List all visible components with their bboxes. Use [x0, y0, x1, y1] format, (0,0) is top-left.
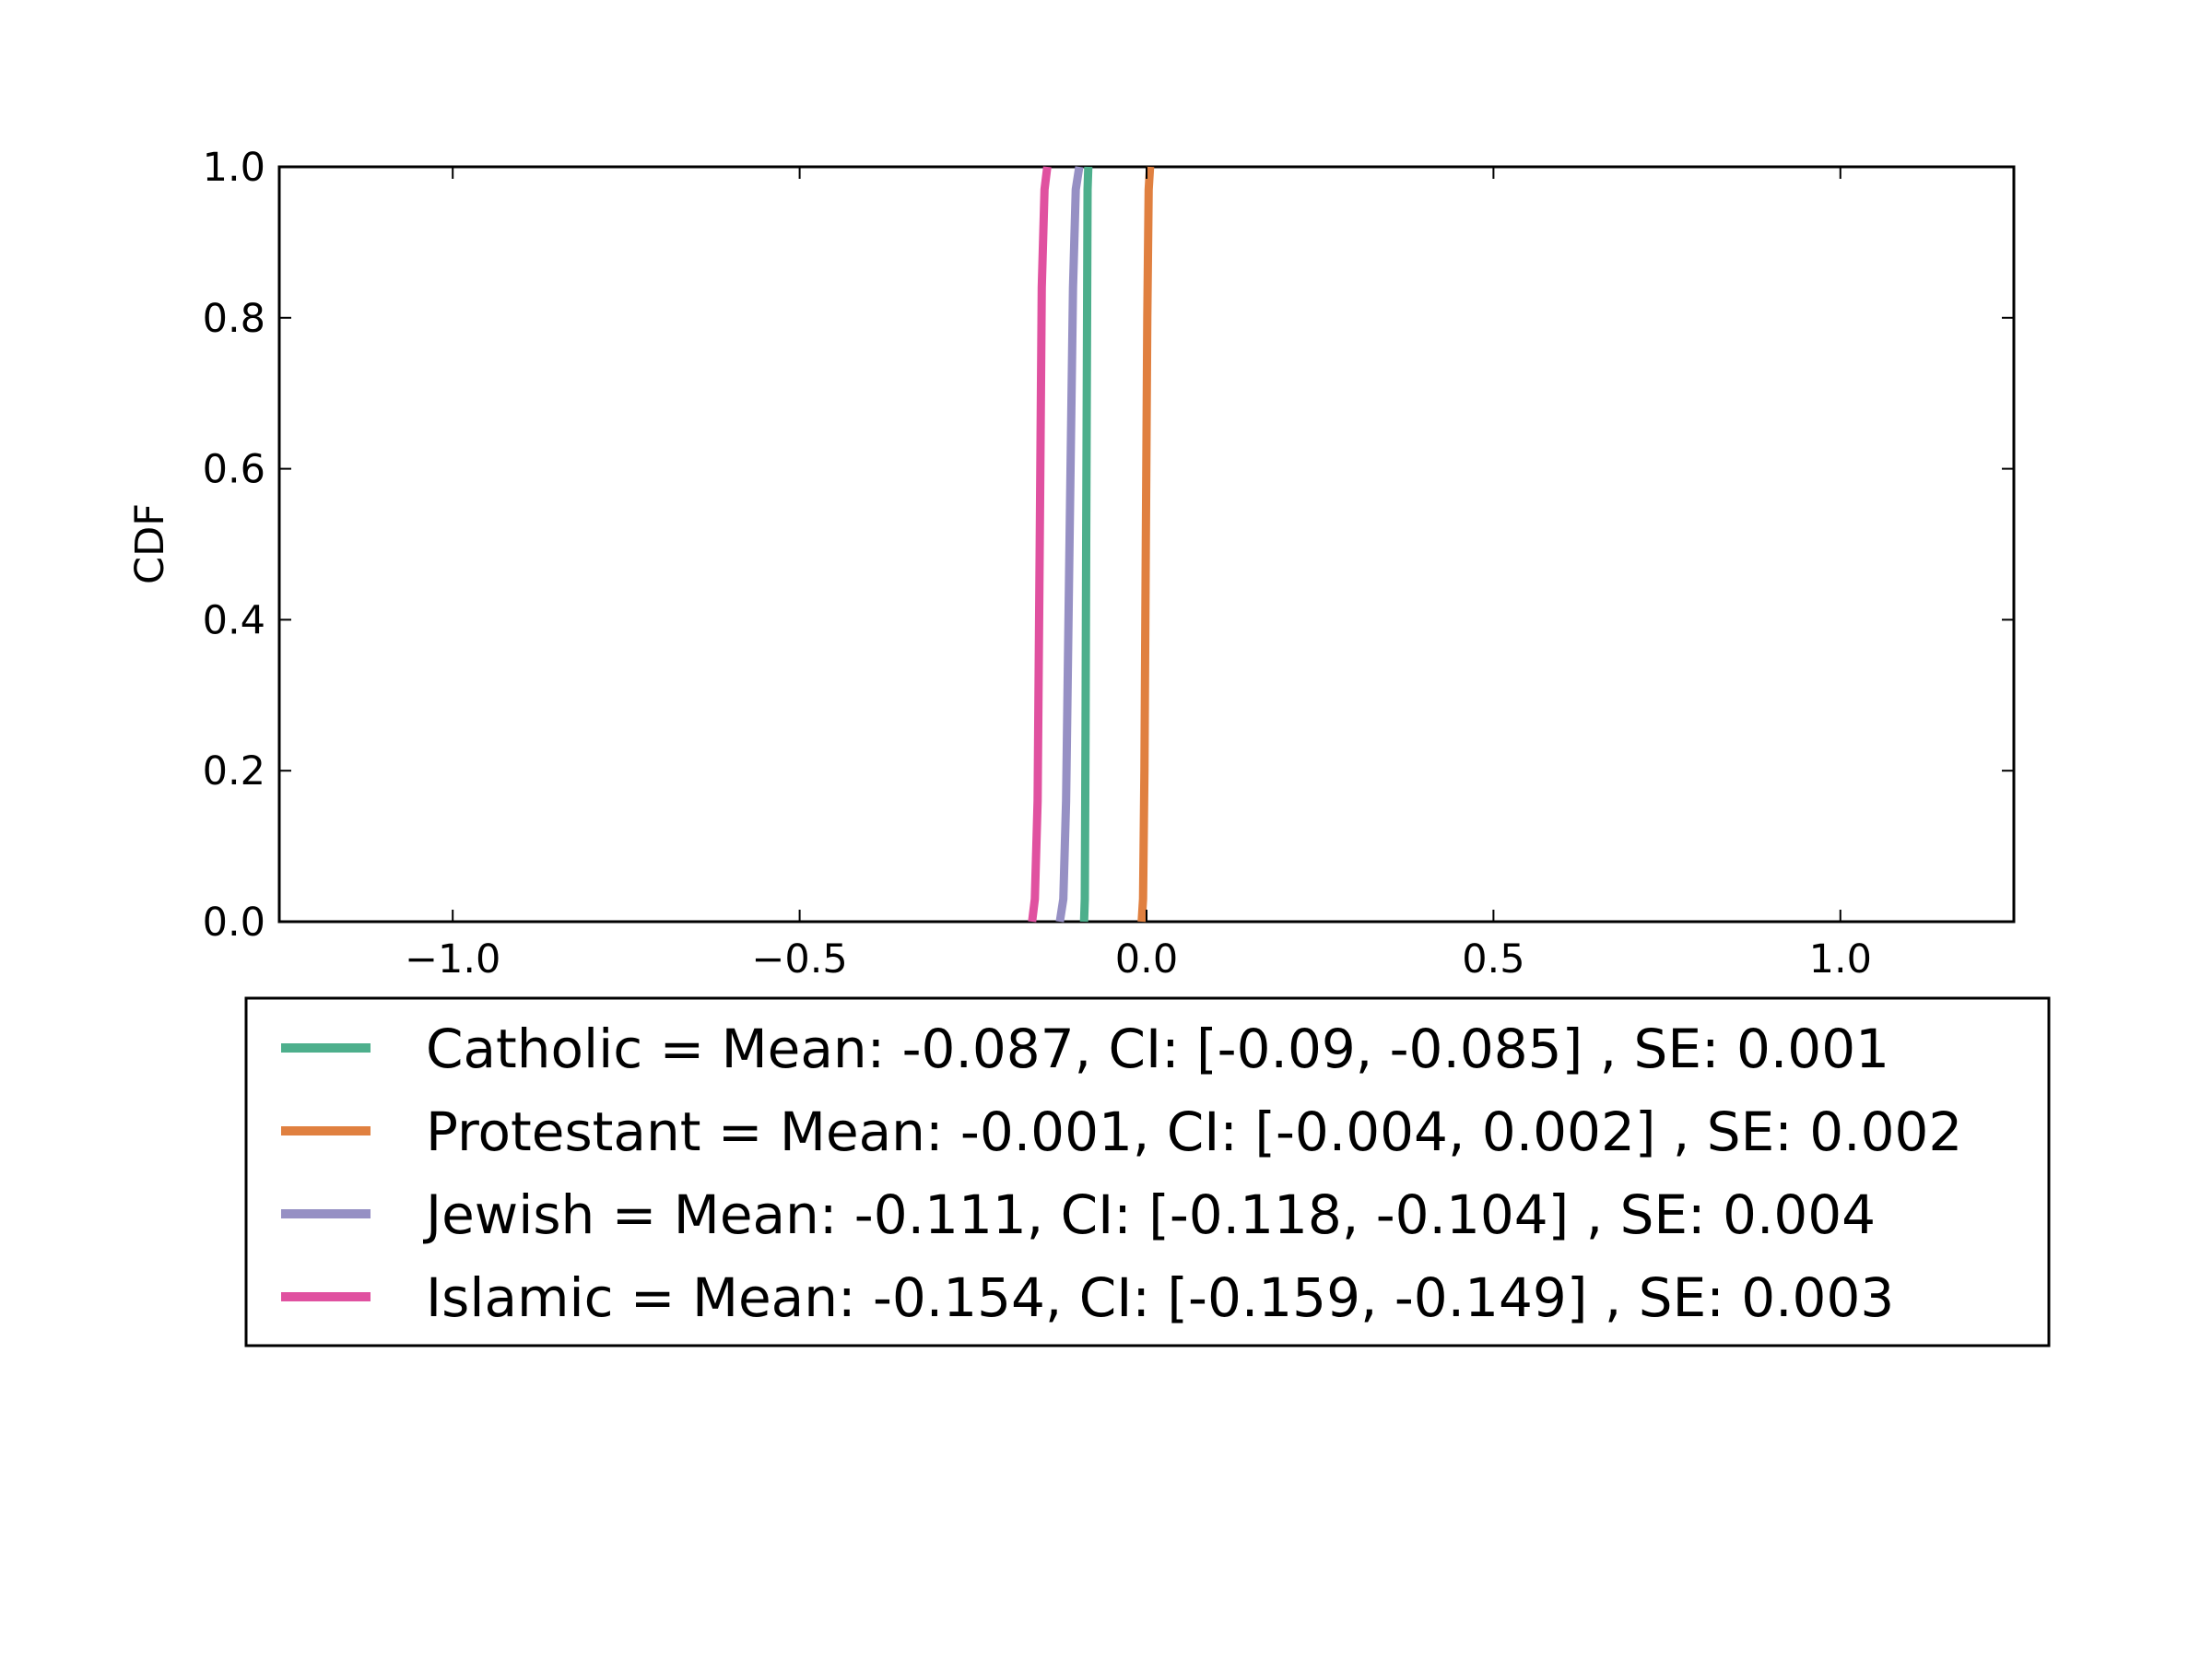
y-tick-label: 1.0: [203, 145, 265, 191]
y-tick-label: 0.2: [203, 748, 265, 794]
y-tick-label: 0.0: [203, 900, 265, 946]
legend-label-catholic: Catholic = Mean: -0.087, CI: [-0.09, -0.…: [426, 1018, 1889, 1080]
series-line-catholic: [1079, 166, 1093, 923]
legend-label-islamic: Islamic = Mean: -0.154, CI: [-0.159, -0.…: [426, 1266, 1894, 1329]
legend: Catholic = Mean: -0.087, CI: [-0.09, -0.…: [244, 996, 2051, 1347]
x-tick-label: 1.0: [1809, 936, 1872, 982]
legend-label-protestant: Protestant = Mean: -0.001, CI: [-0.004, …: [426, 1100, 1962, 1163]
x-tick-label: −1.0: [405, 936, 500, 982]
legend-entries: Catholic = Mean: -0.087, CI: [-0.09, -0.…: [281, 1018, 1962, 1329]
series-lines: [1028, 166, 1155, 923]
y-tick-label: 0.4: [203, 597, 265, 643]
x-axis: −1.0 −0.5 0.0 0.5 1.0: [405, 167, 1872, 982]
series-line-protestant: [1137, 166, 1155, 923]
y-axis-label: CDF: [127, 503, 173, 584]
x-tick-label: 0.0: [1115, 936, 1178, 982]
plot-area: [277, 165, 2016, 924]
y-tick-label: 0.8: [203, 296, 265, 342]
y-axis: 0.0 0.2 0.4 0.6 0.8 1.0: [203, 145, 2014, 946]
series-line-jewish: [1055, 166, 1084, 923]
legend-label-jewish: Jewish = Mean: -0.111, CI: [-0.118, -0.1…: [423, 1183, 1876, 1246]
series-line-islamic: [1028, 166, 1052, 923]
y-tick-label: 0.6: [203, 447, 265, 493]
legend-box: [244, 996, 2051, 1347]
x-tick-label: 0.5: [1462, 936, 1524, 982]
x-tick-label: −0.5: [751, 936, 847, 982]
